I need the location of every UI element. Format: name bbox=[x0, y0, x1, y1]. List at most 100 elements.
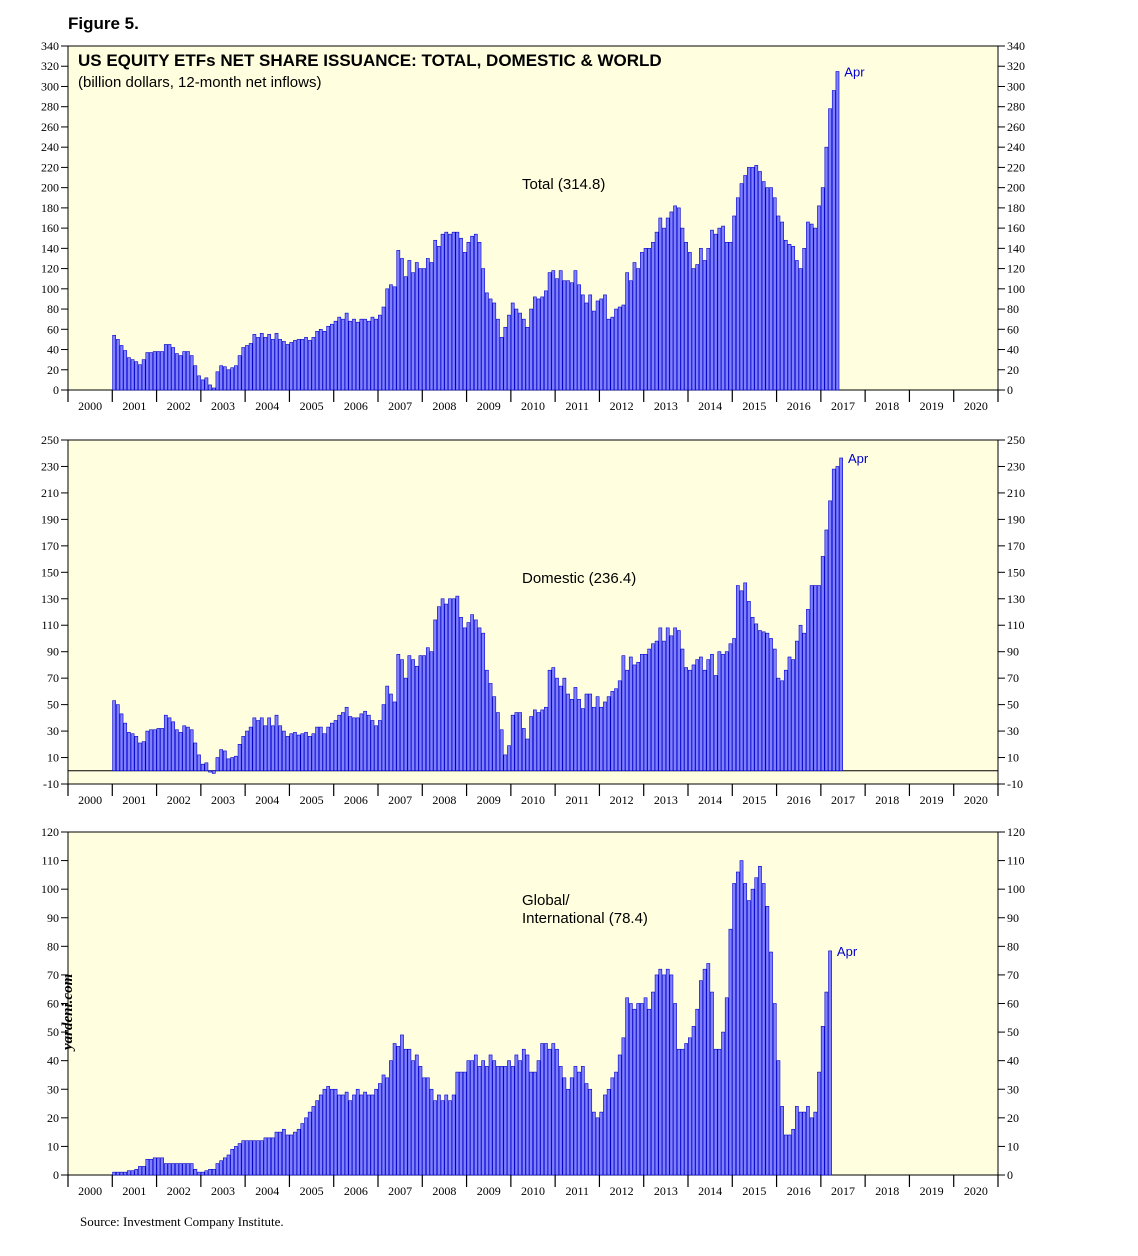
bar bbox=[721, 225, 725, 391]
bar bbox=[193, 365, 198, 391]
bar bbox=[433, 1100, 438, 1176]
bar bbox=[322, 331, 327, 391]
y-tick-label-left: 50 bbox=[47, 698, 59, 712]
bar bbox=[481, 1060, 486, 1176]
bar bbox=[717, 227, 722, 391]
bar bbox=[654, 231, 659, 391]
bar bbox=[307, 340, 312, 391]
x-tick-label: 2019 bbox=[920, 793, 944, 807]
bar bbox=[765, 632, 770, 772]
y-tick-label-right: 60 bbox=[1007, 322, 1019, 336]
bar bbox=[606, 318, 611, 391]
bar bbox=[595, 300, 600, 391]
bar bbox=[481, 268, 486, 391]
bar bbox=[695, 659, 700, 772]
bar bbox=[580, 708, 585, 772]
bar bbox=[448, 233, 452, 391]
bar bbox=[485, 292, 489, 391]
bar bbox=[780, 680, 784, 772]
y-tick-label-right: 160 bbox=[1007, 221, 1025, 235]
bar bbox=[640, 1003, 644, 1176]
bar bbox=[496, 1066, 500, 1176]
bar bbox=[459, 616, 463, 772]
bar bbox=[462, 627, 467, 772]
bar bbox=[699, 980, 703, 1176]
bar bbox=[536, 298, 541, 391]
bar bbox=[547, 669, 552, 772]
bar bbox=[156, 728, 161, 772]
bar bbox=[411, 1060, 415, 1176]
bar bbox=[160, 351, 164, 391]
bar bbox=[824, 529, 829, 772]
bar bbox=[237, 744, 242, 772]
bar bbox=[377, 1083, 382, 1176]
y-tick-label-right: 30 bbox=[1007, 1082, 1019, 1096]
bar bbox=[813, 1111, 818, 1176]
y-tick-label-right: 100 bbox=[1007, 282, 1025, 296]
y-tick-label-left: 30 bbox=[47, 724, 59, 738]
bar bbox=[300, 733, 305, 772]
bar bbox=[835, 466, 840, 772]
y-tick-label-left: 140 bbox=[41, 241, 59, 255]
x-tick-label: 2020 bbox=[964, 1184, 988, 1198]
bar bbox=[175, 1163, 179, 1176]
bar bbox=[492, 1060, 497, 1176]
bar bbox=[204, 762, 209, 772]
bar bbox=[518, 712, 522, 772]
y-tick-label-right: 140 bbox=[1007, 241, 1025, 255]
bar bbox=[160, 1157, 164, 1176]
bar bbox=[263, 725, 268, 772]
bar bbox=[333, 320, 338, 391]
bar bbox=[802, 1111, 807, 1176]
bar bbox=[355, 1088, 360, 1176]
bar bbox=[743, 175, 748, 391]
bar bbox=[370, 720, 375, 772]
bar bbox=[333, 1088, 338, 1176]
bar bbox=[197, 375, 201, 391]
bar bbox=[758, 630, 762, 772]
bar bbox=[806, 609, 810, 772]
bar bbox=[256, 720, 260, 772]
bar bbox=[226, 758, 231, 772]
bar bbox=[366, 1094, 371, 1176]
y-tick-label-right: 190 bbox=[1007, 512, 1025, 526]
bar bbox=[400, 258, 404, 391]
bar bbox=[499, 729, 504, 772]
bar bbox=[647, 248, 652, 391]
bar bbox=[662, 974, 666, 1176]
y-tick-label-left: 40 bbox=[47, 343, 59, 357]
bar bbox=[713, 675, 718, 772]
x-tick-label: 2003 bbox=[211, 1184, 235, 1198]
bar bbox=[507, 1060, 511, 1176]
bar bbox=[307, 736, 312, 772]
bar bbox=[300, 1123, 305, 1176]
y-tick-label-left: 210 bbox=[41, 486, 59, 500]
bar bbox=[772, 1003, 777, 1176]
bar bbox=[750, 616, 755, 772]
bar bbox=[507, 314, 511, 391]
y-tick-label-left: 90 bbox=[47, 645, 59, 659]
bar bbox=[540, 1043, 545, 1176]
x-tick-label: 2003 bbox=[211, 793, 235, 807]
bar bbox=[809, 223, 814, 391]
bar bbox=[521, 1048, 526, 1176]
bar bbox=[614, 688, 618, 772]
y-tick-label-right: 120 bbox=[1007, 262, 1025, 276]
x-tick-label: 2004 bbox=[255, 1184, 279, 1198]
bar bbox=[149, 352, 153, 391]
bar bbox=[315, 331, 319, 391]
bar bbox=[307, 1111, 312, 1176]
bar bbox=[374, 725, 379, 772]
bar bbox=[673, 1003, 677, 1176]
y-tick-label-right: 280 bbox=[1007, 100, 1025, 114]
series-annotation: Total (314.8) bbox=[522, 176, 605, 193]
bar bbox=[163, 714, 168, 772]
y-tick-label-left: 100 bbox=[41, 882, 59, 896]
bar bbox=[259, 1140, 264, 1176]
y-tick-label-left: 120 bbox=[41, 825, 59, 839]
bar bbox=[455, 231, 460, 391]
x-tick-label: 2015 bbox=[742, 1184, 766, 1198]
bar bbox=[193, 1168, 198, 1176]
bar bbox=[451, 231, 456, 391]
bar bbox=[610, 316, 615, 391]
